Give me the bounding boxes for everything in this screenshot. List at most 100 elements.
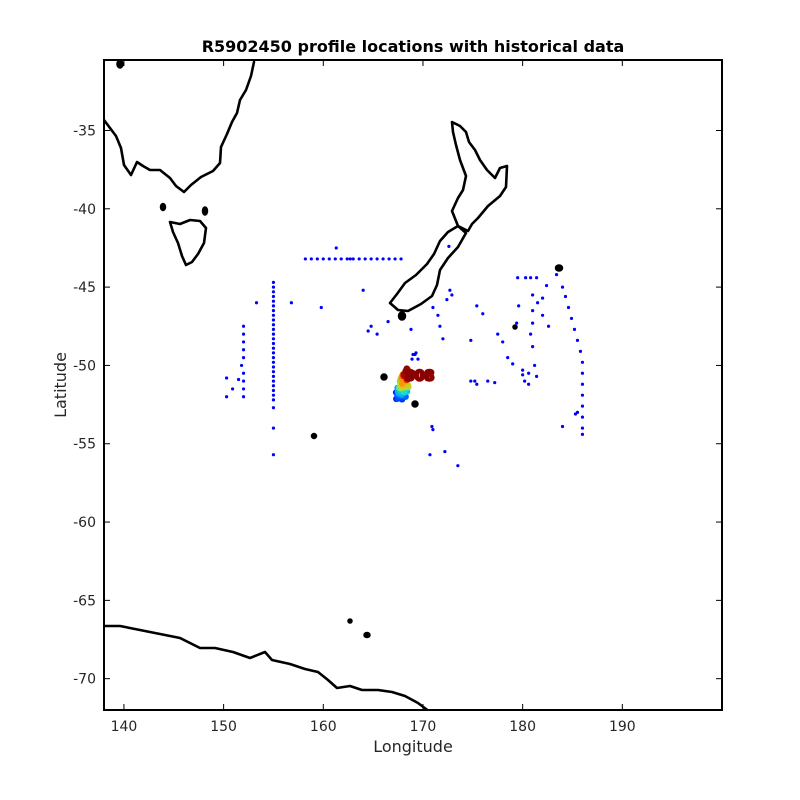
- historical-point: [431, 428, 435, 432]
- historical-point: [241, 379, 246, 383]
- island-ellipse: [159, 202, 167, 212]
- historical-point: [271, 323, 276, 327]
- coastline-south-island: [388, 224, 468, 313]
- historical-point: [572, 327, 577, 331]
- historical-point: [271, 290, 276, 294]
- y-tick-label: -70: [73, 672, 96, 688]
- historical-point: [443, 449, 447, 454]
- x-tick-label: 180: [509, 719, 536, 735]
- x-tick-label: 160: [310, 719, 337, 735]
- historical-point: [533, 363, 537, 368]
- historical-point: [348, 257, 352, 261]
- historical-point: [271, 280, 276, 285]
- historical-point: [535, 276, 539, 280]
- x-axis: 140 150 160 170 180 190: [111, 60, 636, 735]
- historical-point: [303, 257, 307, 261]
- historical-point: [351, 257, 355, 261]
- historical-point: [254, 301, 259, 305]
- float-track: 308: [392, 365, 436, 403]
- historical-point: [516, 276, 520, 280]
- historical-point: [393, 257, 397, 261]
- historical-point: [506, 355, 510, 360]
- x-axis-label: Longitude: [373, 737, 453, 756]
- island-ellipse: [397, 311, 407, 321]
- historical-point: [241, 340, 246, 344]
- historical-point: [560, 424, 565, 429]
- historical-point: [241, 387, 246, 391]
- historical-point: [416, 357, 420, 361]
- historical-point: [369, 324, 373, 328]
- historical-point: [225, 395, 229, 399]
- historical-point: [580, 426, 585, 430]
- historical-point: [241, 324, 246, 328]
- x-tick-label: 150: [210, 719, 237, 735]
- historical-point: [361, 288, 365, 292]
- historical-point: [475, 382, 479, 386]
- historical-point: [529, 276, 533, 280]
- islands: [116, 60, 564, 639]
- historical-point: [375, 257, 379, 261]
- historical-point: [414, 351, 418, 355]
- historical-point: [580, 404, 585, 408]
- coastline-australia: [104, 60, 256, 194]
- historical-point: [271, 374, 276, 378]
- historical-point: [486, 379, 490, 383]
- historical-point: [289, 301, 293, 305]
- historical-point: [580, 371, 585, 375]
- historical-point: [271, 406, 276, 410]
- historical-point: [531, 293, 535, 297]
- historical-point: [369, 257, 373, 261]
- coastlines: [104, 60, 509, 710]
- historical-point: [239, 363, 244, 368]
- island-ellipse: [512, 324, 518, 330]
- historical-point: [230, 387, 235, 391]
- historical-point: [357, 257, 361, 261]
- y-tick-label: -35: [73, 123, 96, 139]
- x-tick-label: 190: [609, 719, 636, 735]
- historical-point: [540, 313, 545, 317]
- island-ellipse: [363, 631, 371, 639]
- historical-point: [410, 357, 414, 361]
- x-tick-label: 170: [410, 719, 437, 735]
- historical-point: [535, 301, 540, 305]
- historical-point: [363, 257, 367, 261]
- plot-frame: [103, 59, 723, 711]
- historical-point: [271, 318, 276, 322]
- historical-point: [409, 327, 413, 331]
- historical-point: [271, 346, 276, 350]
- historical-point: [447, 244, 451, 248]
- historical-point: [546, 324, 551, 328]
- historical-point: [241, 371, 246, 375]
- historical-point: [527, 371, 531, 375]
- historical-point: [523, 379, 527, 383]
- island-ellipse: [201, 206, 209, 216]
- island-ellipse: [116, 60, 124, 69]
- float-profile-label: 308: [405, 368, 434, 384]
- y-tick-label: -60: [73, 515, 96, 531]
- historical-point: [271, 384, 276, 388]
- historical-point: [271, 337, 276, 341]
- coastline-north-island: [450, 120, 509, 233]
- y-tick-label: -55: [73, 437, 96, 453]
- historical-point: [441, 337, 445, 341]
- historical-point: [529, 332, 533, 336]
- historical-point: [501, 340, 505, 344]
- historical-point: [450, 293, 454, 297]
- historical-point: [535, 374, 539, 378]
- historical-point: [387, 257, 391, 261]
- historical-point: [428, 453, 432, 457]
- island-ellipse: [380, 373, 388, 381]
- historical-point: [531, 321, 535, 325]
- historical-point: [456, 464, 460, 468]
- chart-title: R5902450 profile locations with historic…: [202, 37, 625, 56]
- historical-point: [473, 379, 477, 383]
- historical-point: [271, 398, 276, 402]
- historical-point: [580, 382, 585, 386]
- historical-point: [517, 304, 521, 308]
- float-profile-marker: [409, 371, 416, 379]
- historical-point: [345, 257, 349, 261]
- historical-point: [386, 319, 390, 324]
- historical-point: [334, 246, 338, 250]
- historical-point: [271, 341, 276, 346]
